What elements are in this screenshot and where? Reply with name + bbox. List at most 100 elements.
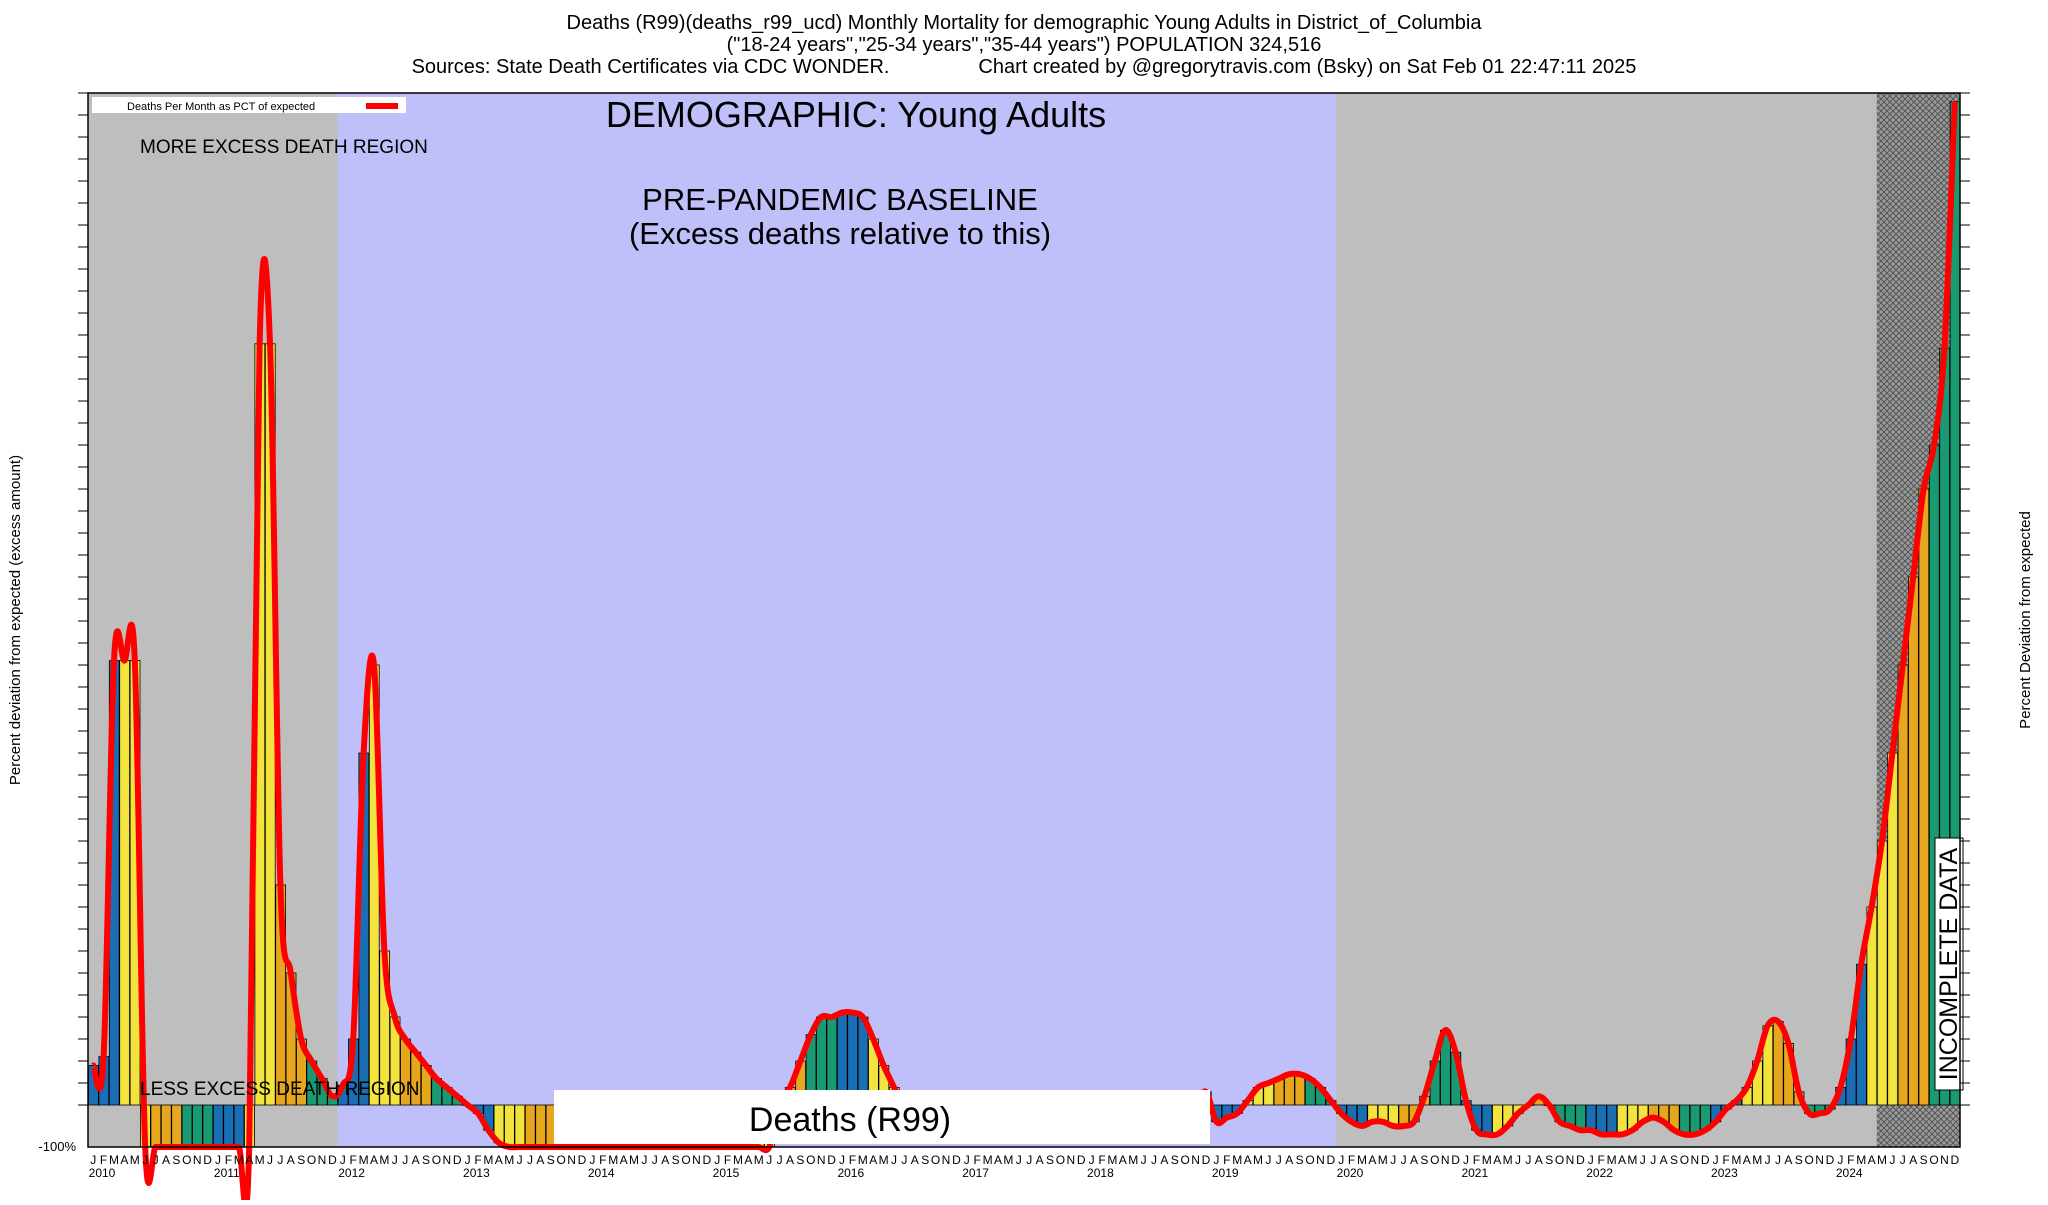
x-month-label: J bbox=[1775, 1153, 1781, 1167]
x-month-label: M bbox=[379, 1153, 389, 1167]
x-month-label: M bbox=[858, 1153, 868, 1167]
x-month-label: M bbox=[1003, 1153, 1013, 1167]
bar bbox=[192, 1104, 203, 1148]
x-month-label: A bbox=[162, 1153, 170, 1167]
x-year-label: 2016 bbox=[837, 1166, 864, 1180]
x-month-label: A bbox=[1535, 1153, 1543, 1167]
x-year-label: 2014 bbox=[588, 1166, 615, 1180]
x-month-label: D bbox=[1451, 1153, 1460, 1167]
bar bbox=[1616, 1104, 1628, 1135]
x-month-label: S bbox=[672, 1153, 680, 1167]
x-month-label: S bbox=[172, 1153, 180, 1167]
y-axis-title-right: Percent Deviation from expected bbox=[2017, 511, 2034, 729]
bar bbox=[1772, 1021, 1784, 1106]
bar bbox=[514, 1104, 526, 1148]
x-month-label: O bbox=[1805, 1153, 1814, 1167]
x-month-label: M bbox=[109, 1153, 119, 1167]
x-month-label: A bbox=[1618, 1153, 1626, 1167]
x-month-label: J bbox=[1515, 1153, 1521, 1167]
x-month-label: J bbox=[277, 1153, 283, 1167]
x-month-label: J bbox=[1141, 1153, 1147, 1167]
bar bbox=[160, 1104, 172, 1148]
bar bbox=[1679, 1104, 1690, 1135]
x-month-label: J bbox=[589, 1153, 595, 1167]
x-month-label: J bbox=[1401, 1153, 1407, 1167]
x-month-label: M bbox=[879, 1153, 889, 1167]
bar bbox=[1284, 1073, 1295, 1106]
x-month-label: N bbox=[1690, 1153, 1699, 1167]
x-month-label: O bbox=[1680, 1153, 1689, 1167]
x-month-label: S bbox=[1670, 1153, 1678, 1167]
x-month-label: N bbox=[1191, 1153, 1200, 1167]
x-month-label: J bbox=[1837, 1153, 1843, 1167]
bar bbox=[212, 1104, 224, 1148]
x-month-label: M bbox=[255, 1153, 265, 1167]
x-month-label: M bbox=[733, 1153, 743, 1167]
x-month-label: J bbox=[517, 1153, 523, 1167]
x-year-label: 2010 bbox=[89, 1166, 116, 1180]
baseline-label-line2: (Excess deaths relative to this) bbox=[629, 216, 1051, 251]
bar bbox=[181, 1104, 193, 1148]
x-month-label: F bbox=[474, 1153, 481, 1167]
x-month-label: J bbox=[1213, 1153, 1219, 1167]
x-month-label: N bbox=[942, 1153, 951, 1167]
bar bbox=[1897, 664, 1909, 1106]
x-month-label: O bbox=[931, 1153, 940, 1167]
y-tick-label: -100% bbox=[38, 1139, 76, 1154]
x-month-label: D bbox=[827, 1153, 836, 1167]
x-month-label: N bbox=[318, 1153, 327, 1167]
chart-subtitle: ("18-24 years","25-34 years","35-44 year… bbox=[726, 34, 1322, 56]
x-month-label: A bbox=[1909, 1153, 1917, 1167]
x-month-label: N bbox=[692, 1153, 701, 1167]
x-month-label: A bbox=[1660, 1153, 1668, 1167]
less-excess-label: LESS EXCESS DEATH REGION bbox=[140, 1079, 419, 1100]
x-month-label: F bbox=[974, 1153, 981, 1167]
x-month-label: J bbox=[641, 1153, 647, 1167]
series-name-label: Deaths (R99) bbox=[749, 1101, 951, 1139]
bar bbox=[1606, 1104, 1618, 1135]
x-month-label: N bbox=[567, 1153, 576, 1167]
x-month-label: F bbox=[1223, 1153, 1230, 1167]
bar bbox=[171, 1104, 182, 1148]
x-month-label: M bbox=[1128, 1153, 1138, 1167]
x-month-label: A bbox=[661, 1153, 669, 1167]
x-month-label: A bbox=[1244, 1153, 1252, 1167]
x-month-label: F bbox=[599, 1153, 606, 1167]
x-month-label: N bbox=[1940, 1153, 1949, 1167]
x-month-label: M bbox=[754, 1153, 764, 1167]
incomplete-label-box bbox=[1934, 837, 1964, 1091]
bar bbox=[504, 1104, 515, 1148]
x-month-label: A bbox=[287, 1153, 295, 1167]
x-month-label: M bbox=[359, 1153, 369, 1167]
x-month-label: J bbox=[1889, 1153, 1895, 1167]
x-month-label: J bbox=[1650, 1153, 1656, 1167]
bar bbox=[1689, 1104, 1701, 1135]
x-month-label: O bbox=[557, 1153, 566, 1167]
x-month-label: A bbox=[1036, 1153, 1044, 1167]
x-month-label: J bbox=[1089, 1153, 1095, 1167]
baseline-region bbox=[337, 93, 1337, 1147]
x-year-label: 2024 bbox=[1836, 1166, 1863, 1180]
plot-border bbox=[87, 92, 1961, 1148]
x-month-label: O bbox=[432, 1153, 441, 1167]
x-month-label: N bbox=[1566, 1153, 1575, 1167]
x-month-label: F bbox=[1098, 1153, 1105, 1167]
x-month-label: M bbox=[1627, 1153, 1637, 1167]
x-month-label: D bbox=[952, 1153, 961, 1167]
x-month-label: J bbox=[1463, 1153, 1469, 1167]
x-month-label: O bbox=[307, 1153, 316, 1167]
x-month-label: S bbox=[1296, 1153, 1304, 1167]
x-year-label: 2023 bbox=[1711, 1166, 1738, 1180]
x-month-label: J bbox=[1588, 1153, 1594, 1167]
x-month-label: J bbox=[1276, 1153, 1282, 1167]
x-month-label: J bbox=[1900, 1153, 1906, 1167]
x-month-label: J bbox=[964, 1153, 970, 1167]
x-month-label: A bbox=[911, 1153, 919, 1167]
background-regions bbox=[88, 93, 1960, 1147]
x-month-label: D bbox=[702, 1153, 711, 1167]
x-month-label: J bbox=[153, 1153, 159, 1167]
x-year-label: 2021 bbox=[1461, 1166, 1488, 1180]
x-year-label: 2022 bbox=[1586, 1166, 1613, 1180]
credit-text: Chart created by @gregorytravis.com (Bsk… bbox=[978, 56, 1637, 78]
x-month-label: J bbox=[90, 1153, 96, 1167]
